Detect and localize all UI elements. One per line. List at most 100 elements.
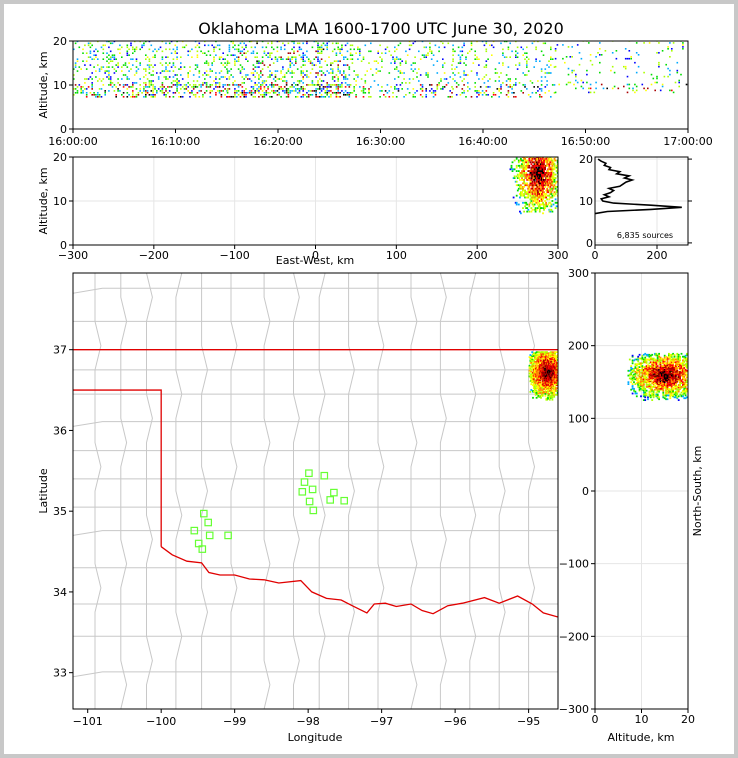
altitude-time-cell (108, 84, 110, 86)
plan-view-cell (551, 352, 554, 355)
altitude-eastwest-cell (549, 184, 552, 187)
altitude-time-cell (474, 90, 476, 92)
altitude-time-cell (245, 58, 247, 60)
altitude-eastwest-cell (553, 173, 556, 176)
altitude-time-cell (226, 92, 229, 94)
altitude-time-cell (296, 80, 299, 82)
altitude-time-cell (283, 90, 286, 92)
northsouth-altitude-cell (649, 390, 652, 393)
altitude-time-cell (311, 64, 314, 66)
northsouth-altitude-cell (654, 374, 656, 377)
altitude-time-cell (315, 96, 317, 98)
altitude-time-cell (148, 80, 151, 82)
altitude-eastwest-cell (536, 168, 539, 171)
altitude-time-cell (234, 48, 236, 51)
lma-station-marker (298, 488, 307, 496)
altitude-time-cell (322, 96, 325, 98)
altitude-time-cell (224, 88, 226, 90)
altitude-time-cell (368, 62, 370, 64)
altitude-time-cell (326, 86, 328, 88)
altitude-time-cell (375, 68, 378, 70)
northsouth-altitude-cell (642, 387, 645, 390)
altitude-eastwest-cell (517, 161, 520, 164)
altitude-time-cell (319, 88, 321, 90)
altitude-eastwest-cell (511, 170, 514, 172)
altitude-time-cell (311, 94, 314, 96)
altitude-time-cell (546, 80, 548, 82)
altitude-eastwest-cell (529, 201, 532, 204)
altitude-eastwest-cell (533, 184, 536, 187)
northsouth-altitude-cell (659, 356, 662, 359)
plan-view-cell (541, 351, 544, 354)
altitude-time-cell (476, 58, 478, 60)
altitude-time-cell (143, 88, 145, 90)
northsouth-altitude-cell (673, 357, 676, 360)
altitude-eastwest-cell (545, 172, 547, 174)
northsouth-altitude-cell (686, 375, 688, 378)
altitude-eastwest-cell (535, 161, 538, 164)
altitude-time-cell (91, 82, 93, 84)
northsouth-altitude-cell (656, 383, 659, 385)
altitude-eastwest-cell (526, 196, 529, 199)
northsouth-altitude-cell (661, 386, 663, 388)
altitude-time-cell (141, 44, 143, 47)
altitude-eastwest-cell (549, 179, 552, 181)
altitude-eastwest-cell (550, 196, 553, 199)
altitude-time-cell (392, 58, 394, 60)
altitude-time-cell (180, 96, 182, 98)
altitude-time-cell (117, 62, 119, 64)
northsouth-altitude-cell (675, 377, 677, 380)
altitude-time-cell (152, 50, 154, 53)
northsouth-altitude-cell (631, 377, 634, 380)
altitude-eastwest-cell (526, 164, 529, 167)
altitude-time-cell (507, 66, 510, 68)
altitude-time-cell (317, 80, 319, 82)
altitude-time-cell (302, 82, 304, 84)
altitude-time-cell (218, 58, 221, 60)
northsouth-altitude-cell (677, 385, 680, 387)
altitude-time-cell (313, 90, 316, 92)
altitude-eastwest-cell (515, 164, 518, 167)
plan-view-cell (530, 370, 533, 373)
altitude-time-cell (483, 76, 486, 78)
altitude-eastwest-cell (553, 194, 556, 197)
altitude-time-cell (298, 46, 301, 49)
altitude-time-cell (384, 48, 387, 51)
altitude-eastwest-cell (552, 172, 555, 174)
altitude-eastwest-cell (549, 161, 552, 164)
northsouth-altitude-cell (677, 373, 680, 376)
altitude-time-cell (518, 64, 521, 66)
northsouth-altitude-cell (651, 386, 654, 388)
northsouth-altitude-cell (637, 374, 640, 377)
altitude-time-cell (196, 44, 199, 47)
northsouth-altitude-cell (658, 355, 660, 358)
altitude-time-cell (209, 86, 212, 88)
northsouth-altitude-cell (655, 366, 658, 368)
altitude-time-cell (467, 86, 469, 88)
altitude-time-cell (554, 48, 557, 50)
altitude-time-cell (643, 42, 645, 44)
northsouth-altitude-cell (670, 364, 673, 367)
altitude-time-cell (399, 42, 402, 45)
altitude-time-cell (280, 72, 282, 74)
altitude-time-cell (438, 46, 440, 49)
altitude-eastwest-cell (520, 194, 522, 197)
plan-view-cell (541, 362, 544, 364)
altitude-eastwest-cell (515, 184, 518, 187)
altitude-time-cell (178, 92, 180, 94)
altitude-time-cell (183, 92, 186, 94)
altitude-time-cell (143, 90, 145, 92)
altitude-time-cell (425, 56, 427, 58)
altitude-time-cell (211, 84, 213, 86)
altitude-eastwest-cell (544, 168, 546, 171)
altitude-eastwest-cell (545, 189, 547, 192)
plan-view-cell (538, 362, 541, 364)
altitude-time-cell (360, 90, 363, 92)
northsouth-altitude-cell (686, 381, 688, 384)
altitude-time-cell (237, 84, 240, 86)
altitude-time-cell (172, 96, 175, 98)
altitude-time-cell (311, 84, 314, 86)
altitude-time-cell (337, 66, 339, 68)
northsouth-altitude-cell (679, 385, 681, 387)
